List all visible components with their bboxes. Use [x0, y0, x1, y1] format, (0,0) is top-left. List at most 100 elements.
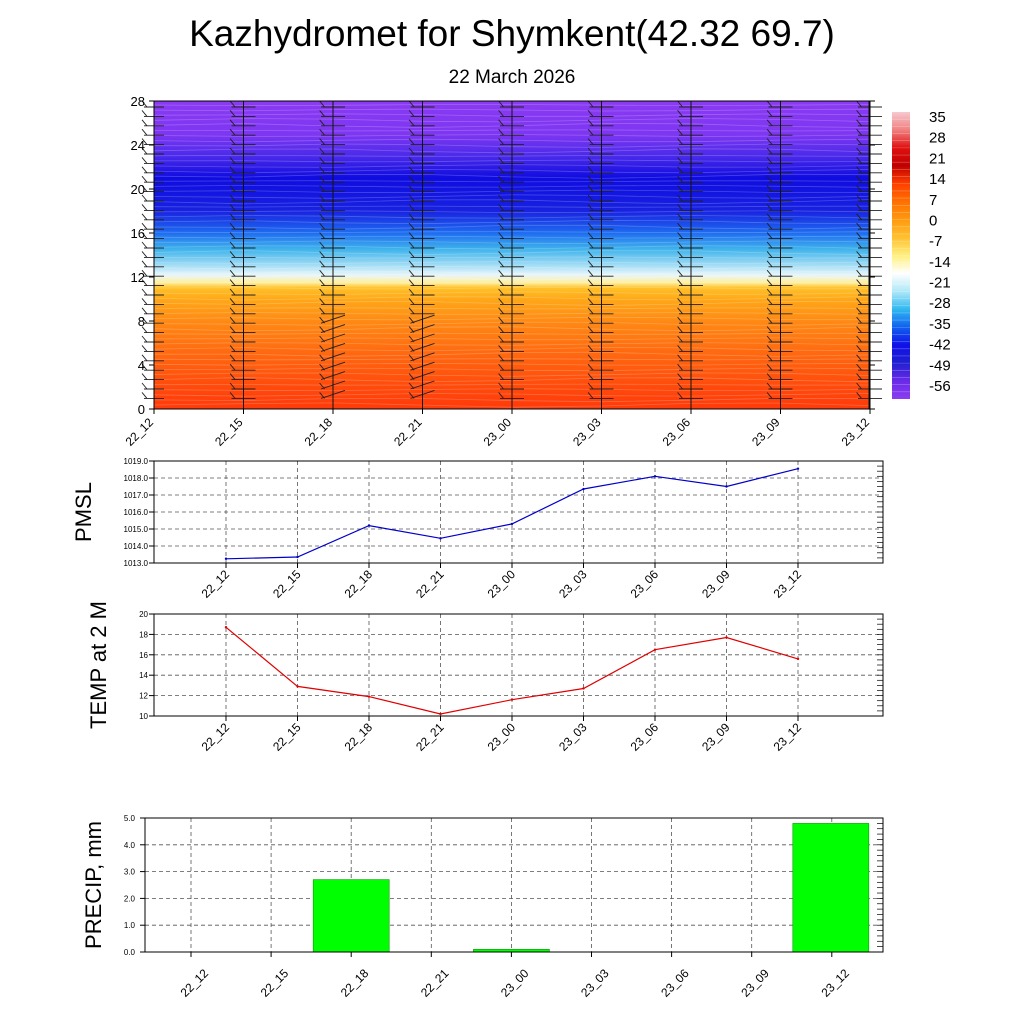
- colorbar-label: -49: [929, 357, 951, 374]
- wind-barb-flag: [498, 382, 504, 390]
- wind-barb-flag: [587, 175, 594, 183]
- wind-barb-flag: [587, 110, 594, 117]
- wind-barb-flag: [319, 147, 325, 155]
- wind-barb-flag: [408, 232, 415, 239]
- y-tick-label: 5.0: [124, 814, 136, 823]
- chart-title: Kazhydromet for Shymkent(42.32 69.7): [189, 13, 835, 54]
- wind-barb-flag: [766, 232, 773, 239]
- wind-barb-flag: [141, 185, 148, 192]
- wind-barb-flag: [229, 213, 236, 221]
- wind-barb-flag: [229, 354, 236, 362]
- y-tick-label: 16: [139, 651, 148, 660]
- wind-barb-flag: [408, 298, 415, 305]
- wind-barb-flag: [856, 166, 862, 174]
- wind-barb-flag: [677, 175, 683, 183]
- y-tick-label: 1015.0: [124, 525, 149, 534]
- wind-barb-flag: [498, 316, 504, 324]
- y-tick-label: 1017.0: [124, 491, 149, 500]
- wind-barb-flag: [229, 335, 236, 343]
- wind-barb-flag: [408, 222, 415, 230]
- wind-barb-flag: [319, 373, 325, 380]
- wind-barb-flag: [319, 119, 325, 127]
- data-point: [367, 524, 371, 527]
- y-tick-label: 1018.0: [124, 474, 149, 483]
- precip-bar: [312, 879, 390, 953]
- temp-panel: 10 12 14 16 18 20 22_12 22_15 22_18 22_21 23_00 23_…: [86, 601, 884, 754]
- wind-barb-flag: [587, 100, 594, 108]
- x-tick-label: 23_03: [556, 567, 590, 601]
- wind-barb-flag: [141, 298, 148, 305]
- y-tick-label: 12: [139, 692, 148, 701]
- wind-barb-flag: [319, 288, 325, 296]
- wind-barb-flag: [587, 345, 594, 352]
- wind-barb-flag: [766, 175, 773, 183]
- colorbar-label: 14: [929, 171, 946, 188]
- wind-barb-flag: [498, 157, 504, 164]
- wind-barb-flag: [141, 345, 148, 352]
- x-tick-label: 22_21: [413, 567, 447, 601]
- wind-barb-flag: [141, 269, 148, 277]
- y-tick-label: 8: [138, 314, 145, 329]
- wind-barb-flag: [408, 204, 415, 211]
- x-tick-label: 23_06: [658, 966, 692, 1000]
- wind-barb-flag: [587, 279, 594, 286]
- wind-barb-flag: [229, 119, 236, 127]
- y-tick-label: 16: [131, 226, 145, 241]
- wind-barb-flag: [766, 222, 773, 230]
- wind-barb-flag: [408, 335, 415, 343]
- wind-barb-flag: [408, 175, 415, 183]
- wind-barb-flag: [498, 194, 504, 202]
- wind-barb-flag: [856, 194, 862, 202]
- wind-barb-flag: [319, 157, 325, 164]
- wind-barb-flag: [229, 128, 236, 136]
- plot-frame: [153, 460, 884, 564]
- y-tick-label: 0.0: [124, 948, 136, 957]
- wind-barb-flag: [408, 392, 415, 399]
- wind-barb-flag: [141, 335, 148, 343]
- wind-barb-flag: [141, 326, 148, 333]
- wind-barb-flag: [498, 147, 504, 155]
- wind-barb-flag: [766, 382, 773, 390]
- colorbar-label: -35: [929, 316, 951, 333]
- data-point: [653, 475, 657, 478]
- wind-barb-flag: [141, 241, 148, 249]
- y-tick-label: 4: [138, 358, 145, 373]
- wind-barb-flag: [408, 363, 415, 371]
- y-tick-label: 28: [131, 94, 145, 109]
- wind-barb-flag: [587, 213, 594, 221]
- wind-barb-flag: [856, 147, 862, 155]
- wind-barb-flag: [408, 185, 415, 192]
- wind-barb-flag: [677, 354, 683, 362]
- wind-barb-flag: [319, 138, 325, 145]
- wind-barb-flag: [229, 194, 236, 202]
- wind-barb-flag: [587, 185, 594, 192]
- wind-barb-flag: [587, 392, 594, 399]
- x-tick-label: 23_12: [839, 415, 873, 449]
- wind-barb-flag: [677, 345, 683, 352]
- wind-barb-flag: [856, 354, 862, 362]
- wind-barb-flag: [766, 251, 773, 258]
- wind-barb-flag: [229, 373, 236, 380]
- wind-barb-flag: [229, 251, 236, 258]
- y-tick-label: 4.0: [124, 841, 136, 850]
- wind-barb-flag: [141, 194, 148, 202]
- wind-barb-flag: [856, 316, 862, 324]
- x-tick-label: 23_06: [628, 567, 662, 601]
- wind-barb-flag: [319, 279, 325, 286]
- wind-barb-flag: [319, 392, 325, 399]
- wind-barb-flag: [229, 157, 236, 164]
- wind-barb-flag: [319, 260, 325, 268]
- wind-barb-flag: [856, 185, 862, 192]
- wind-barb-flag: [498, 363, 504, 371]
- x-tick-label: 23_00: [485, 720, 519, 754]
- wind-barb-flag: [408, 354, 415, 362]
- wind-barb-flag: [498, 175, 504, 183]
- wind-barb-flag: [408, 251, 415, 258]
- wind-barb-flag: [856, 269, 862, 277]
- wind-barb-flag: [587, 382, 594, 390]
- wind-barb-flag: [856, 213, 862, 221]
- wind-barb-flag: [587, 138, 594, 145]
- wind-barb-flag: [408, 316, 415, 324]
- wind-barb-flag: [319, 166, 325, 174]
- wind-barb-flag: [498, 279, 504, 286]
